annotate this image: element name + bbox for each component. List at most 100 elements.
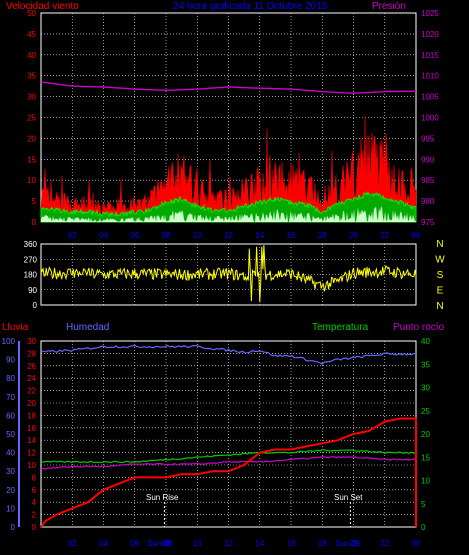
wind-axis-tick: 20 (27, 134, 36, 143)
rain-axis-tick: 2 (32, 511, 37, 520)
rain-axis-tick: 0 (32, 523, 37, 532)
pressure-axis-tick: 1020 (421, 30, 439, 39)
pressure-line (40, 81, 416, 95)
rain-axis-tick: 10 (27, 461, 36, 470)
wind-average-area (40, 190, 417, 223)
rain-line (40, 417, 417, 528)
rain-axis-tick: 22 (27, 387, 36, 396)
hour-tick-label: 22 (380, 231, 389, 240)
sun-rise-time: Sun 08 (147, 539, 173, 548)
hour-tick-label: 06 (130, 231, 139, 240)
hour-tick-label: 08 (162, 231, 171, 240)
pressure-label: Presión (372, 1, 406, 12)
hour-tick-label: 14 (255, 539, 264, 548)
humidity-axis-tick: 80 (6, 374, 15, 383)
rain-axis-tick: 26 (27, 362, 36, 371)
direction-axis-tick: 0 (33, 301, 38, 310)
wind-axis-tick: 5 (32, 197, 37, 206)
rain-label: Lluvia (2, 322, 29, 333)
sun-set-label: Sun Set (334, 493, 363, 502)
humidity-axis-tick: 0 (11, 523, 16, 532)
humidity-axis-tick: 90 (6, 356, 15, 365)
wind-axis-tick: 30 (27, 93, 36, 102)
pressure-axis-tick: 1015 (421, 51, 439, 60)
hour-tick-label: 18 (318, 231, 327, 240)
wind-axis-tick: 15 (27, 155, 36, 164)
chart-title: 24 hora graficada 11 Octubre 2015 (173, 1, 328, 12)
compass-label: S (437, 270, 444, 281)
hour-tick-label: 16 (287, 539, 296, 548)
pressure-axis-tick: 990 (421, 155, 435, 164)
pressure-axis-tick: 985 (421, 176, 435, 185)
humidity-axis-tick: 100 (2, 337, 16, 346)
wind-axis-tick: 25 (27, 114, 36, 123)
hour-tick-label: 00 (412, 231, 421, 240)
temperature-axis-tick: 10 (421, 477, 430, 486)
dewpoint-line (40, 456, 417, 470)
hour-tick-label: 12 (224, 231, 233, 240)
rain-axis-tick: 18 (27, 411, 36, 420)
temperature-axis-tick: 0 (421, 523, 426, 532)
hour-tick-label: 16 (287, 231, 296, 240)
temperature-label: Temperatura (312, 322, 369, 333)
temperature-axis-tick: 20 (421, 430, 430, 439)
compass-label: W (435, 255, 445, 266)
pressure-axis-tick: 995 (421, 134, 435, 143)
dewpoint-label: Punto rocío (393, 322, 445, 333)
hour-tick-label: 20 (349, 231, 358, 240)
wind-axis-tick: 35 (27, 72, 36, 81)
grid-layer (40, 12, 417, 528)
compass-label: N (436, 239, 443, 250)
rain-axis-tick: 12 (27, 449, 36, 458)
hour-tick-label: 04 (99, 231, 108, 240)
humidity-axis-tick: 40 (6, 449, 15, 458)
pressure-axis-tick: 1005 (421, 93, 439, 102)
wind-speed-label: Velocidad viento (6, 1, 79, 12)
compass-label: E (437, 286, 444, 297)
rain-axis-tick: 14 (27, 436, 36, 445)
pressure-axis-tick: 1010 (421, 72, 439, 81)
rain-axis-tick: 30 (27, 337, 36, 346)
wind-axis-tick: 50 (27, 9, 36, 18)
direction-axis-tick: 180 (24, 271, 38, 280)
pressure-axis-tick: 975 (421, 218, 435, 227)
temperature-axis-tick: 30 (421, 384, 430, 393)
hour-tick-label: 04 (99, 539, 108, 548)
rain-axis-tick: 4 (32, 498, 37, 507)
rain-axis-tick: 20 (27, 399, 36, 408)
wind-direction-line (40, 245, 417, 303)
hour-tick-label: 14 (255, 231, 264, 240)
axes-layer: 0510152025303540455097598098599099510001… (2, 9, 446, 548)
sun-set-time: Sun 20 (335, 539, 361, 548)
direction-axis-tick: 270 (24, 255, 38, 264)
temperature-axis-tick: 15 (421, 453, 430, 462)
temperature-axis-tick: 25 (421, 407, 430, 416)
hour-tick-label: 06 (130, 539, 139, 548)
pressure-axis-tick: 1000 (421, 114, 439, 123)
hour-tick-label: 10 (193, 539, 202, 548)
wind-axis-tick: 40 (27, 51, 36, 60)
rain-axis-tick: 8 (32, 473, 37, 482)
compass-label: N (436, 301, 443, 312)
direction-axis-tick: 90 (28, 286, 37, 295)
humidity-axis-tick: 30 (6, 467, 15, 476)
rain-axis-tick: 24 (27, 374, 36, 383)
pressure-axis-tick: 1025 (421, 9, 439, 18)
rain-axis-tick: 6 (32, 486, 37, 495)
humidity-axis-tick: 20 (6, 486, 15, 495)
wind-axis-tick: 0 (32, 218, 37, 227)
sun-rise-label: Sun Rise (146, 493, 179, 502)
humidity-line (40, 344, 417, 365)
hour-tick-label: 02 (68, 231, 77, 240)
rain-axis-tick: 28 (27, 349, 36, 358)
wind-light-area (41, 206, 416, 222)
hour-tick-label: 00 (412, 539, 421, 548)
humidity-axis-tick: 70 (6, 393, 15, 402)
data-layer (40, 81, 417, 528)
wind-axis-tick: 45 (27, 30, 36, 39)
hour-tick-label: 02 (68, 539, 77, 548)
wind-axis-tick: 10 (27, 176, 36, 185)
hour-tick-label: 20 (349, 539, 358, 548)
hour-tick-label: 08 (162, 539, 171, 548)
